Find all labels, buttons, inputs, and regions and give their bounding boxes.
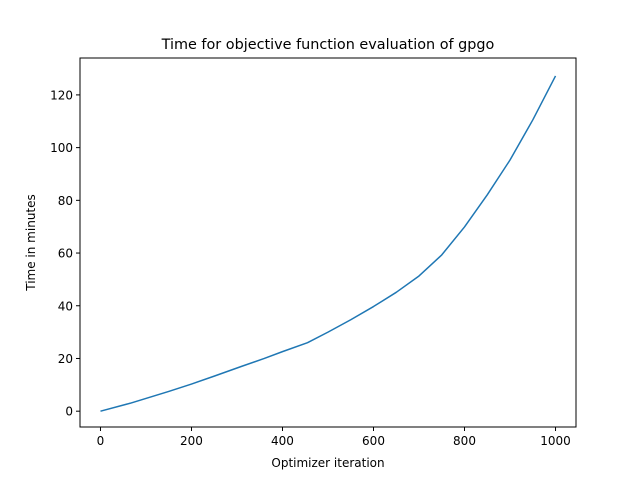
series-line-0 [100,75,557,412]
y-tick-label: 40 [58,299,73,313]
x-axis-label: Optimizer iteration [271,456,384,470]
plot-area [100,75,557,412]
y-axis-label: Time in minutes [24,194,38,292]
x-tick-label: 400 [271,434,294,448]
x-tick-label: 1000 [540,434,571,448]
x-tick-label: 200 [180,434,203,448]
y-tick-label: 120 [50,88,73,102]
x-tick-label: 0 [97,434,105,448]
x-tick-label: 600 [362,434,385,448]
y-tick-label: 80 [58,194,73,208]
y-tick-label: 60 [58,247,73,261]
chart-title: Time for objective function evaluation o… [161,37,495,53]
y-tick-label: 20 [58,352,73,366]
y-tick-label: 0 [65,405,73,419]
y-tick-label: 100 [50,141,73,155]
plot-frame [79,57,577,428]
x-tick-label: 800 [453,434,476,448]
